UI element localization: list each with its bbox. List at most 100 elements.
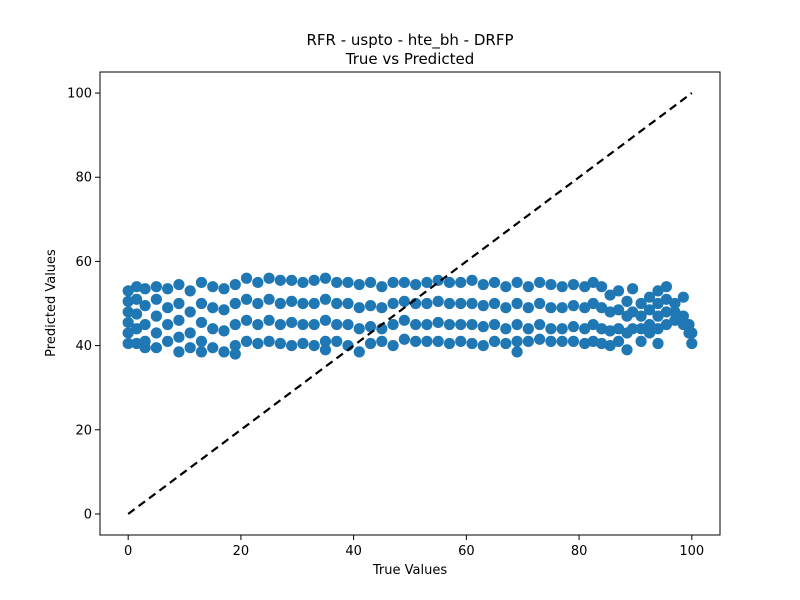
- data-point: [240, 293, 253, 305]
- data-point: [218, 283, 230, 295]
- data-point: [331, 276, 343, 289]
- x-tick-label: 40: [345, 544, 362, 559]
- scatter-points: [122, 272, 698, 360]
- data-point: [207, 323, 219, 335]
- data-point: [604, 289, 616, 301]
- data-point: [500, 337, 512, 350]
- data-point: [677, 291, 689, 303]
- data-point: [342, 276, 354, 289]
- data-point: [466, 337, 478, 350]
- data-point: [421, 318, 433, 331]
- data-point: [545, 302, 557, 314]
- data-point: [195, 297, 208, 310]
- data-point: [387, 318, 399, 331]
- data-point: [627, 283, 639, 295]
- chart-title: RFR - uspto - hte_bh - DRFP: [306, 31, 513, 50]
- data-point: [643, 327, 656, 339]
- data-point: [421, 276, 433, 289]
- data-point: [274, 297, 286, 310]
- data-point: [353, 346, 365, 358]
- data-point: [612, 323, 625, 335]
- data-point: [229, 339, 241, 352]
- data-point: [364, 321, 377, 333]
- data-point: [612, 335, 625, 347]
- data-point: [308, 318, 320, 331]
- data-point: [567, 321, 580, 333]
- data-point: [534, 297, 546, 310]
- data-point: [162, 302, 174, 314]
- data-point: [410, 278, 422, 291]
- data-point: [596, 281, 608, 293]
- data-point: [579, 323, 591, 335]
- data-point: [477, 339, 489, 352]
- data-point: [319, 314, 332, 326]
- data-point: [252, 337, 264, 350]
- data-point: [604, 339, 616, 352]
- data-point: [522, 335, 534, 347]
- data-point: [308, 274, 320, 286]
- data-point: [387, 339, 399, 352]
- data-point: [500, 302, 512, 314]
- data-point: [455, 297, 467, 310]
- data-point: [652, 297, 664, 310]
- data-point: [643, 318, 656, 331]
- data-point: [297, 276, 309, 289]
- data-point: [252, 318, 264, 331]
- data-point: [432, 274, 444, 286]
- data-point: [297, 297, 309, 310]
- data-point: [376, 335, 388, 347]
- data-point: [488, 276, 501, 289]
- data-point: [545, 278, 557, 291]
- data-point: [410, 318, 422, 331]
- data-point: [556, 335, 568, 347]
- data-point: [410, 335, 422, 347]
- data-point: [319, 335, 332, 347]
- data-point: [421, 335, 433, 347]
- data-point: [139, 318, 151, 331]
- plot-frame: [99, 71, 721, 536]
- data-point: [643, 304, 656, 316]
- data-point: [579, 281, 591, 293]
- data-point: [534, 318, 546, 331]
- data-point: [263, 335, 275, 347]
- y-axis-label: Predicted Values: [44, 249, 59, 357]
- data-point: [207, 342, 219, 354]
- data-point: [184, 342, 196, 354]
- data-point: [660, 281, 673, 293]
- data-point: [466, 274, 478, 286]
- data-point: [652, 310, 664, 322]
- data-point: [477, 278, 489, 291]
- data-point: [122, 327, 134, 339]
- data-point: [252, 297, 264, 310]
- data-point: [387, 276, 399, 289]
- data-point: [122, 316, 134, 329]
- data-point: [229, 348, 241, 360]
- data-point: [229, 297, 241, 310]
- data-point: [150, 327, 162, 339]
- data-point: [342, 318, 354, 331]
- data-point: [443, 318, 456, 331]
- data-point: [432, 335, 444, 347]
- data-point: [274, 318, 286, 331]
- data-point: [331, 297, 343, 310]
- data-point: [376, 281, 388, 293]
- data-point: [274, 337, 286, 350]
- data-point: [683, 318, 695, 331]
- data-point: [297, 337, 309, 350]
- data-point: [229, 278, 241, 291]
- y-axis-ticks: 0 20 40 60 80 100: [67, 87, 100, 522]
- x-tick-label: 0: [124, 544, 132, 559]
- data-point: [455, 318, 467, 331]
- data-point: [443, 337, 456, 350]
- data-point: [596, 302, 608, 314]
- data-point: [376, 302, 388, 314]
- data-point: [545, 323, 557, 335]
- data-point: [131, 281, 143, 293]
- data-point: [131, 337, 143, 350]
- data-point: [579, 302, 591, 314]
- data-point: [477, 300, 489, 312]
- data-point: [150, 281, 162, 293]
- data-point: [455, 276, 467, 289]
- data-point: [398, 295, 410, 307]
- data-point: [218, 325, 230, 337]
